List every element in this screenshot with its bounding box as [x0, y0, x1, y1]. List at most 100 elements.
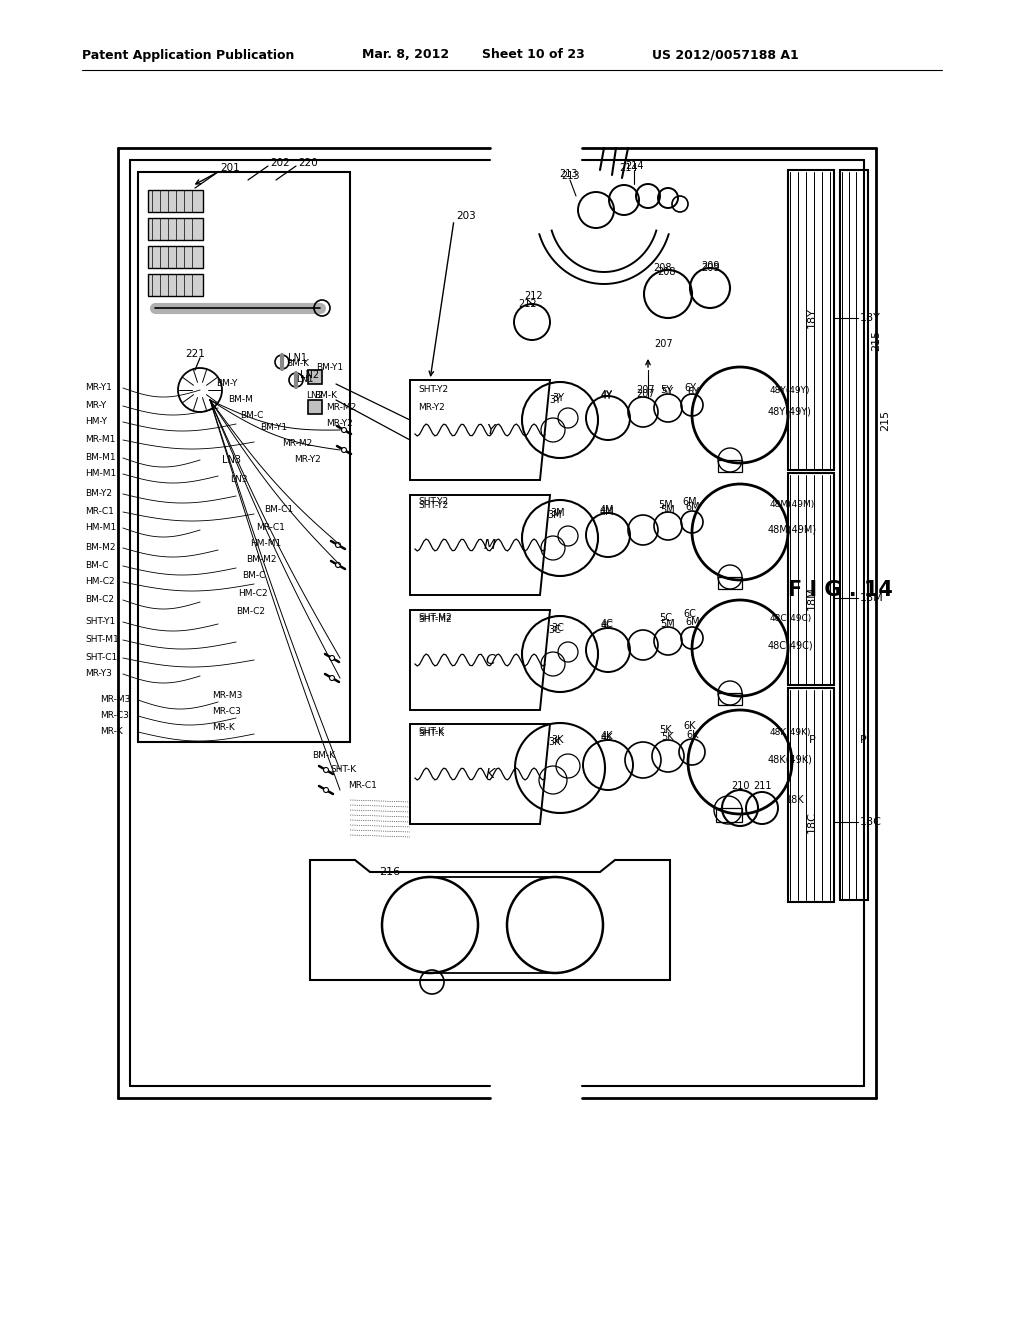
Text: 203: 203 — [456, 211, 476, 220]
Text: BM-C2: BM-C2 — [85, 595, 114, 605]
Text: BM-K: BM-K — [314, 391, 337, 400]
Text: 216: 216 — [380, 867, 400, 876]
Text: 6M: 6M — [686, 616, 700, 627]
Text: BM-M1: BM-M1 — [85, 454, 116, 462]
Text: LN2: LN2 — [306, 392, 324, 400]
Text: US 2012/0057188 A1: US 2012/0057188 A1 — [652, 49, 799, 62]
Text: BM-M2: BM-M2 — [85, 544, 116, 553]
Text: 48C(49C): 48C(49C) — [768, 640, 814, 649]
Text: SHT-Y2: SHT-Y2 — [418, 500, 449, 510]
Text: SHT-Y2: SHT-Y2 — [418, 385, 449, 395]
Circle shape — [330, 676, 335, 681]
Text: 209: 209 — [700, 263, 719, 273]
Text: LN1: LN1 — [296, 375, 313, 384]
Text: BM-C: BM-C — [240, 412, 263, 421]
Text: SHT-M2: SHT-M2 — [418, 615, 452, 624]
Text: MR-M1: MR-M1 — [85, 436, 116, 445]
Bar — [718, 577, 742, 589]
Text: F I G . 14: F I G . 14 — [787, 579, 893, 601]
Text: MR-Y3: MR-Y3 — [85, 669, 112, 678]
Text: 48M(49M): 48M(49M) — [768, 525, 817, 535]
Text: 48K(49K): 48K(49K) — [770, 727, 811, 737]
Text: 4K: 4K — [601, 731, 613, 741]
Text: 6Y: 6Y — [687, 387, 699, 397]
Text: 6K: 6K — [687, 730, 699, 741]
Text: 6M: 6M — [686, 502, 700, 512]
Text: 18C: 18C — [860, 817, 882, 828]
Circle shape — [336, 543, 341, 548]
Bar — [138, 172, 350, 742]
Text: 4K: 4K — [601, 733, 613, 743]
Text: 48C(49C): 48C(49C) — [770, 614, 812, 623]
Bar — [148, 275, 203, 296]
Circle shape — [330, 656, 335, 660]
Text: 212: 212 — [519, 300, 538, 309]
Circle shape — [341, 447, 346, 453]
Text: 213: 213 — [561, 172, 580, 181]
Text: MR-Y2: MR-Y2 — [326, 418, 352, 428]
Text: SHT-M1: SHT-M1 — [85, 635, 119, 644]
Text: 48K(49K): 48K(49K) — [768, 755, 813, 766]
Text: 215: 215 — [880, 409, 890, 430]
Bar — [148, 246, 203, 268]
Text: SHT-Y2: SHT-Y2 — [418, 498, 449, 507]
Text: BM-Y: BM-Y — [216, 380, 238, 388]
Text: BM-C2: BM-C2 — [236, 607, 265, 616]
Text: BM-C: BM-C — [242, 572, 265, 581]
Text: 5M: 5M — [660, 506, 676, 515]
Bar — [716, 808, 742, 822]
Text: 209: 209 — [700, 261, 719, 271]
Text: MR-Y2: MR-Y2 — [294, 455, 321, 465]
Text: C: C — [485, 653, 495, 667]
Text: BM-C: BM-C — [85, 561, 109, 570]
Text: 4Y: 4Y — [601, 391, 613, 401]
Bar — [148, 218, 203, 240]
Text: 5M: 5M — [660, 619, 676, 630]
Bar — [148, 190, 203, 213]
Text: HM-C2: HM-C2 — [238, 590, 267, 598]
Text: 48Y(49Y): 48Y(49Y) — [770, 385, 811, 395]
Text: BM-Y2: BM-Y2 — [85, 490, 112, 499]
Text: 18Y: 18Y — [860, 313, 881, 323]
Text: MR-Y1: MR-Y1 — [85, 384, 112, 392]
Bar — [840, 170, 868, 900]
Circle shape — [341, 428, 346, 433]
Text: MR-Y2: MR-Y2 — [418, 403, 444, 412]
Text: BM-Y1: BM-Y1 — [316, 363, 343, 371]
Text: 6Y: 6Y — [684, 383, 696, 393]
Bar — [788, 473, 834, 685]
Text: 5Y: 5Y — [660, 387, 673, 397]
Text: 6K: 6K — [684, 721, 696, 731]
Text: BM-C1: BM-C1 — [264, 506, 293, 515]
Text: 214: 214 — [618, 162, 637, 173]
Text: 5M: 5M — [658, 500, 674, 510]
Text: SHT-K: SHT-K — [330, 766, 356, 775]
Circle shape — [324, 767, 329, 772]
Text: 3K: 3K — [552, 735, 564, 744]
Text: BM-M2: BM-M2 — [246, 556, 276, 565]
Text: HM-M1: HM-M1 — [250, 540, 282, 549]
Text: MR-C3: MR-C3 — [212, 708, 241, 717]
Text: MR-K: MR-K — [212, 723, 234, 733]
Text: MR-C1: MR-C1 — [256, 524, 285, 532]
Text: 18C: 18C — [807, 810, 817, 833]
Text: 48Y(49Y): 48Y(49Y) — [768, 407, 812, 417]
Text: 6C: 6C — [684, 609, 696, 619]
Text: 18K: 18K — [786, 795, 805, 805]
Text: MR-M2: MR-M2 — [282, 440, 312, 449]
Text: 210: 210 — [731, 781, 750, 791]
Text: SHT-C1: SHT-C1 — [85, 653, 118, 663]
Text: BM-Y1: BM-Y1 — [260, 424, 287, 433]
Text: 4M: 4M — [600, 506, 614, 515]
Text: LN3: LN3 — [230, 475, 248, 484]
Text: 4C: 4C — [600, 619, 613, 630]
Text: HM-M1: HM-M1 — [85, 470, 117, 479]
Text: 6M: 6M — [683, 498, 697, 507]
Text: 215: 215 — [871, 330, 881, 351]
Text: 208: 208 — [656, 267, 675, 277]
Text: 5Y: 5Y — [659, 385, 672, 395]
Text: P: P — [809, 735, 815, 744]
Bar — [718, 459, 742, 473]
Text: 214: 214 — [625, 161, 643, 172]
Bar — [788, 170, 834, 470]
